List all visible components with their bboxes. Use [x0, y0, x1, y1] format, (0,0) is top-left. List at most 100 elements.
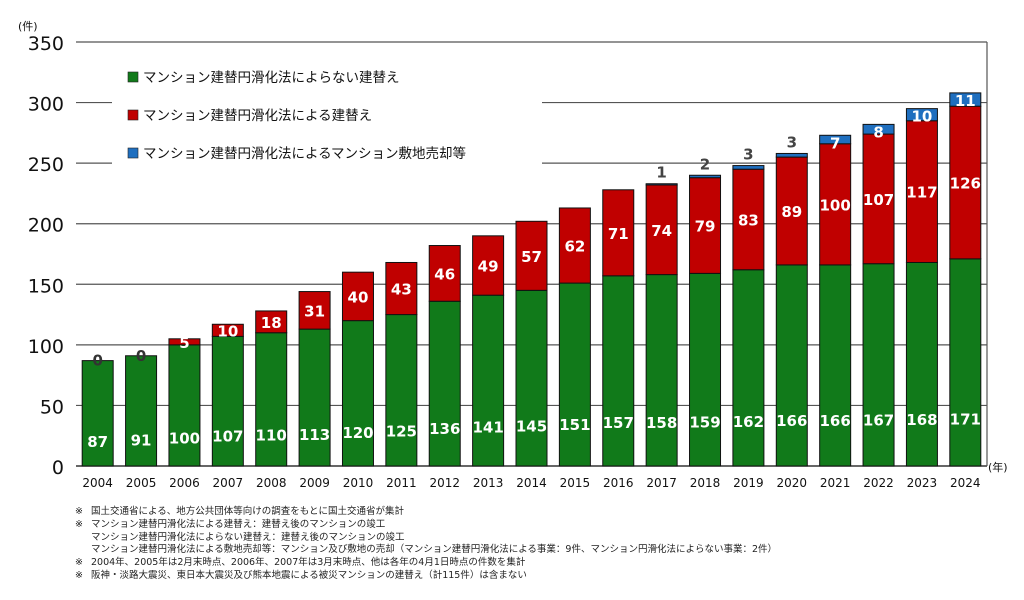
y-tick-label: 200 [28, 215, 64, 237]
data-label: 167 [863, 411, 894, 429]
data-label: 3 [743, 146, 753, 164]
footnotes: ※ 国土交通省による、地方公共団体等向けの調査をもとに国土交通省が集計 ※ マンショ… [75, 506, 777, 583]
bar-segment [341, 320, 374, 467]
data-label: 136 [429, 420, 460, 438]
bar-segment [949, 92, 982, 107]
bar-segment [862, 263, 895, 467]
footnote: ※ 2004年、2005年は2月末時点、2006年、2007年は3月末時点、他は各… [75, 557, 526, 569]
x-tick-label: 2018 [690, 476, 721, 490]
bar-segment [168, 338, 201, 346]
bar-segment [385, 261, 418, 316]
bar-segment [558, 207, 591, 284]
x-tick-label: 2013 [473, 476, 504, 490]
bar-segment [472, 235, 505, 296]
data-label: 10 [217, 322, 238, 340]
bar-segment [689, 174, 722, 179]
x-tick-label: 2022 [863, 476, 894, 490]
data-label: 126 [950, 175, 981, 193]
data-label: 166 [776, 412, 807, 430]
x-tick-label: 2011 [386, 476, 417, 490]
data-label: 8 [873, 123, 883, 141]
legend-label: マンション建替円滑化法によるマンション敷地売却等 [143, 145, 466, 162]
bar-segment [905, 120, 938, 263]
bar-segment [645, 274, 678, 467]
bar-segment [385, 314, 418, 467]
bar-segment [949, 105, 982, 260]
legend-label: マンション建替円滑化法による建替え [143, 108, 372, 124]
bar-segment [298, 328, 331, 467]
bar-segment [645, 183, 678, 186]
bar-segment [862, 123, 895, 135]
bar-segment [81, 360, 114, 467]
bar-segment [732, 269, 765, 467]
bar-segment [255, 310, 288, 334]
bar-segment [819, 134, 852, 145]
x-tick-label: 2006 [169, 476, 200, 490]
x-tick-label: 2017 [646, 476, 677, 490]
data-label: 1 [656, 164, 666, 182]
footnote: ※ 国土交通省による、地方公共団体等向けの調査をもとに国土交通省が集計 [75, 506, 405, 517]
data-label: 100 [169, 429, 200, 447]
data-label: 91 [131, 432, 152, 450]
x-tick-label: 2014 [516, 476, 547, 490]
x-tick-label: 2020 [777, 476, 808, 490]
legend-swatch [127, 71, 139, 83]
bar-segment [211, 335, 244, 467]
data-label: 157 [603, 414, 634, 432]
data-label: 0 [92, 352, 102, 370]
data-label: 158 [646, 414, 677, 432]
bar-segment [341, 271, 374, 322]
data-label: 0 [136, 347, 146, 365]
x-axis-unit: (年) [988, 460, 1008, 474]
data-label: 40 [348, 288, 369, 306]
bar-segment [775, 264, 808, 467]
bar-segment [472, 294, 505, 467]
y-axis-unit: (件) [18, 20, 38, 33]
data-label: 43 [391, 281, 412, 299]
data-label: 168 [906, 411, 937, 429]
bar-segment [775, 152, 808, 158]
x-tick-label: 2010 [343, 476, 374, 490]
y-tick-label: 0 [52, 457, 64, 479]
y-tick-label: 300 [28, 94, 64, 116]
bar-segment [515, 220, 548, 291]
x-tick-label: 2009 [299, 476, 330, 490]
x-tick-label: 2005 [126, 476, 157, 490]
data-label: 166 [820, 412, 851, 430]
bar-segment [645, 184, 678, 276]
data-label: 120 [342, 424, 373, 442]
bar-segment [602, 189, 635, 277]
data-label: 74 [651, 222, 672, 240]
bar-segment [689, 272, 722, 467]
bar-segment [255, 332, 288, 467]
x-tick-label: 2024 [950, 476, 981, 490]
y-tick-label: 50 [40, 396, 64, 418]
bar-segment [168, 344, 201, 467]
x-tick-label: 2019 [733, 476, 764, 490]
x-tick-label: 2023 [907, 476, 938, 490]
x-tick-label: 2012 [429, 476, 460, 490]
x-tick-label: 2015 [560, 476, 591, 490]
legend-label: マンション建替円滑化法によらない建替え [143, 70, 400, 86]
bar-segment [125, 355, 158, 467]
bar-segment [905, 108, 938, 122]
data-label: 46 [434, 265, 455, 283]
data-label: 145 [516, 417, 547, 435]
data-label: 5 [179, 334, 189, 352]
footnote: マンション建替円滑化法によらない建替え：建替え後のマンションの竣工 [91, 531, 405, 543]
footnote: ※ マンション建替円滑化法による建替え：建替え後のマンションの竣工 [75, 518, 386, 530]
legend-swatch [127, 109, 139, 121]
data-label: 7 [830, 134, 840, 152]
data-label: 18 [261, 314, 282, 332]
bar-segment [819, 264, 852, 467]
bar-segment [905, 261, 938, 467]
bar-segment [732, 165, 765, 170]
bar-segment [428, 245, 461, 302]
footnote: ※ 阪神・淡路大震災、東日本大震災及び熊本地震による被災マンションの建替え（計11… [75, 569, 527, 581]
data-label: 31 [304, 302, 325, 320]
y-tick-label: 350 [28, 33, 64, 55]
legend-swatch [127, 147, 139, 159]
data-label: 151 [559, 416, 590, 434]
data-label: 3 [787, 133, 797, 151]
y-tick-label: 250 [28, 154, 64, 176]
